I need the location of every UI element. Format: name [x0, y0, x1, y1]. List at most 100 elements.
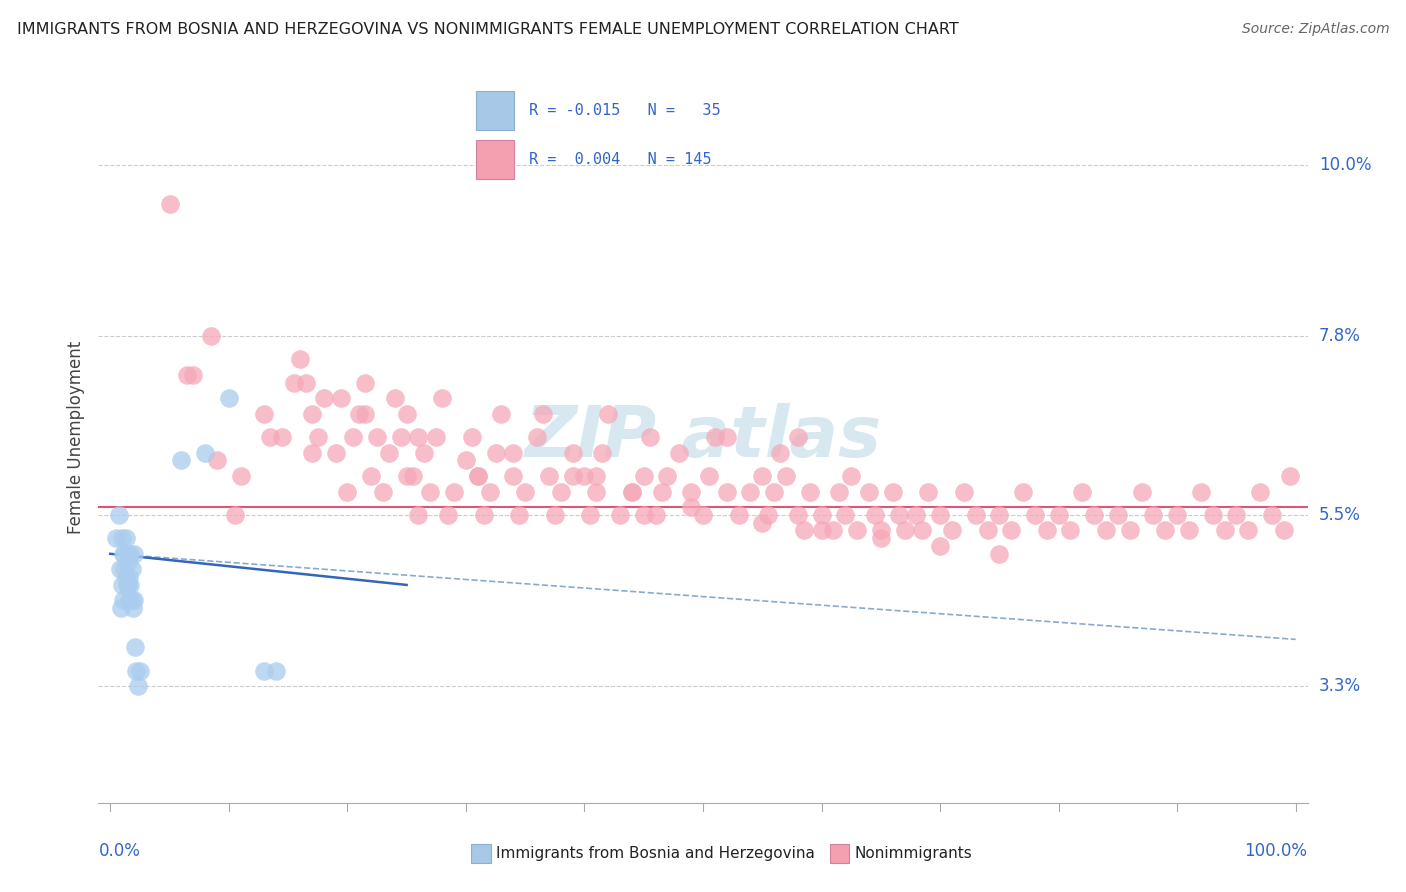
Point	[176, 368, 198, 382]
Point	[561, 445, 583, 459]
Point	[965, 508, 987, 522]
Text: 5.5%: 5.5%	[1319, 506, 1361, 524]
Point	[609, 508, 631, 522]
Point	[1178, 524, 1201, 538]
Point	[1059, 524, 1081, 538]
Point	[727, 508, 749, 522]
Point	[1237, 524, 1260, 538]
Text: 10.0%: 10.0%	[1319, 156, 1371, 174]
Point	[502, 469, 524, 483]
Point	[432, 391, 454, 405]
Point	[786, 508, 808, 522]
Point	[120, 578, 142, 592]
Point	[1130, 484, 1153, 499]
Bar	[475, 140, 515, 179]
Point	[115, 578, 138, 592]
Y-axis label: Female Unemployment: Female Unemployment	[66, 341, 84, 533]
Text: R = -0.015   N =   35: R = -0.015 N = 35	[529, 103, 720, 118]
Point	[657, 469, 679, 483]
Point	[118, 593, 141, 607]
Point	[751, 516, 773, 530]
Point	[941, 524, 963, 538]
Point	[413, 445, 436, 459]
Point	[703, 430, 725, 444]
Point	[681, 500, 703, 515]
Point	[395, 469, 418, 483]
Point	[295, 376, 318, 390]
Point	[1154, 524, 1177, 538]
Point	[112, 547, 135, 561]
Point	[716, 484, 738, 499]
Point	[1107, 508, 1129, 522]
Point	[839, 469, 862, 483]
Point	[107, 508, 129, 522]
Text: 0.0%: 0.0%	[98, 842, 141, 860]
Point	[125, 664, 148, 678]
Point	[112, 593, 135, 607]
Point	[716, 430, 738, 444]
Point	[384, 391, 406, 405]
Point	[585, 469, 607, 483]
Point	[786, 430, 808, 444]
Point	[1119, 524, 1142, 538]
Point	[793, 524, 815, 538]
Text: R =  0.004   N = 145: R = 0.004 N = 145	[529, 153, 711, 167]
Point	[692, 508, 714, 522]
Point	[1278, 469, 1301, 483]
Text: 3.3%: 3.3%	[1319, 677, 1361, 695]
Point	[1202, 508, 1225, 522]
Point	[408, 508, 430, 522]
Point	[122, 593, 145, 607]
Point	[111, 531, 134, 545]
Point	[117, 578, 139, 592]
Point	[336, 484, 359, 499]
Point	[917, 484, 939, 499]
Point	[360, 469, 382, 483]
Point	[976, 524, 998, 538]
Point	[114, 531, 136, 545]
Point	[537, 469, 560, 483]
Text: Source: ZipAtlas.com: Source: ZipAtlas.com	[1241, 22, 1389, 37]
Point	[644, 508, 666, 522]
Point	[882, 484, 904, 499]
Point	[952, 484, 974, 499]
Point	[799, 484, 821, 499]
Text: Immigrants from Bosnia and Herzegovina: Immigrants from Bosnia and Herzegovina	[496, 847, 815, 861]
Point	[763, 484, 786, 499]
Point	[354, 376, 377, 390]
Point	[224, 508, 246, 522]
Point	[271, 430, 294, 444]
Point	[769, 445, 792, 459]
Point	[301, 445, 323, 459]
Point	[988, 547, 1011, 561]
Point	[585, 484, 607, 499]
Point	[526, 430, 548, 444]
Text: Nonimmigrants: Nonimmigrants	[855, 847, 973, 861]
Point	[911, 524, 934, 538]
Point	[1249, 484, 1271, 499]
Point	[454, 453, 477, 467]
Point	[218, 391, 240, 405]
Point	[887, 508, 910, 522]
Point	[301, 407, 323, 421]
Point	[579, 508, 602, 522]
Point	[574, 469, 596, 483]
Point	[467, 469, 489, 483]
Point	[598, 407, 620, 421]
Point	[437, 508, 460, 522]
Point	[484, 445, 506, 459]
Point	[1036, 524, 1059, 538]
Point	[550, 484, 572, 499]
Point	[229, 469, 252, 483]
Point	[121, 601, 143, 615]
Point	[740, 484, 762, 499]
Point	[697, 469, 720, 483]
Point	[117, 555, 139, 569]
Point	[869, 524, 891, 538]
Point	[114, 547, 136, 561]
Point	[905, 508, 928, 522]
Point	[834, 508, 856, 522]
Point	[205, 453, 228, 467]
Point	[312, 391, 335, 405]
Point	[325, 445, 347, 459]
